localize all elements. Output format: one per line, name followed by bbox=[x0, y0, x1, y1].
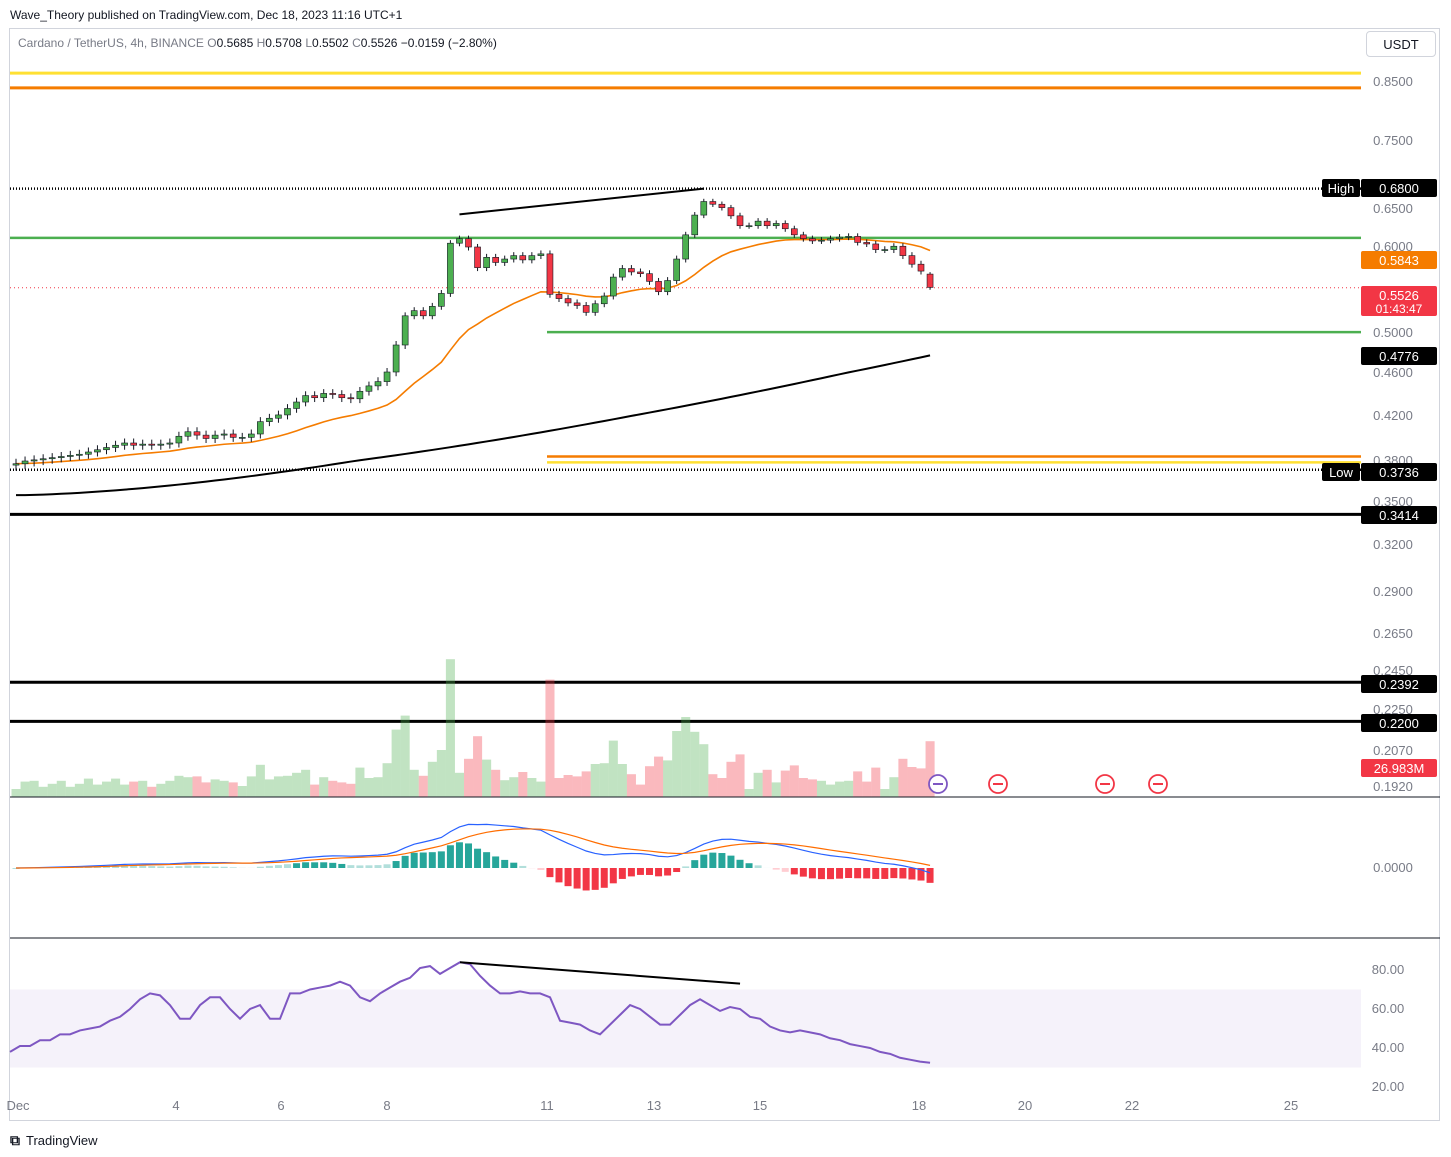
high-label: H bbox=[256, 36, 266, 50]
currency-button[interactable]: USDT bbox=[1366, 31, 1436, 57]
open-value: 0.5685 bbox=[216, 36, 254, 50]
chart-frame bbox=[9, 28, 1440, 1121]
publisher-line: Wave_Theory published on TradingView.com… bbox=[10, 8, 403, 22]
symbol-name[interactable]: Cardano / TetherUS, 4h, BINANCE bbox=[18, 36, 204, 50]
tradingview-brand: TradingView bbox=[26, 1133, 98, 1148]
high-value: 0.5708 bbox=[265, 36, 302, 50]
tradingview-logo-icon: ⧉ bbox=[10, 1132, 20, 1148]
symbol-legend: Cardano / TetherUS, 4h, BINANCE O0.5685 … bbox=[18, 36, 497, 50]
low-value: 0.5502 bbox=[312, 36, 349, 50]
change-value: −0.0159 (−2.80%) bbox=[400, 36, 497, 50]
tradingview-logo[interactable]: ⧉ TradingView bbox=[10, 1132, 98, 1149]
close-label: C bbox=[352, 36, 361, 50]
low-label: L bbox=[305, 36, 313, 50]
close-value: 0.5526 bbox=[360, 36, 398, 50]
open-label: O bbox=[207, 36, 217, 50]
